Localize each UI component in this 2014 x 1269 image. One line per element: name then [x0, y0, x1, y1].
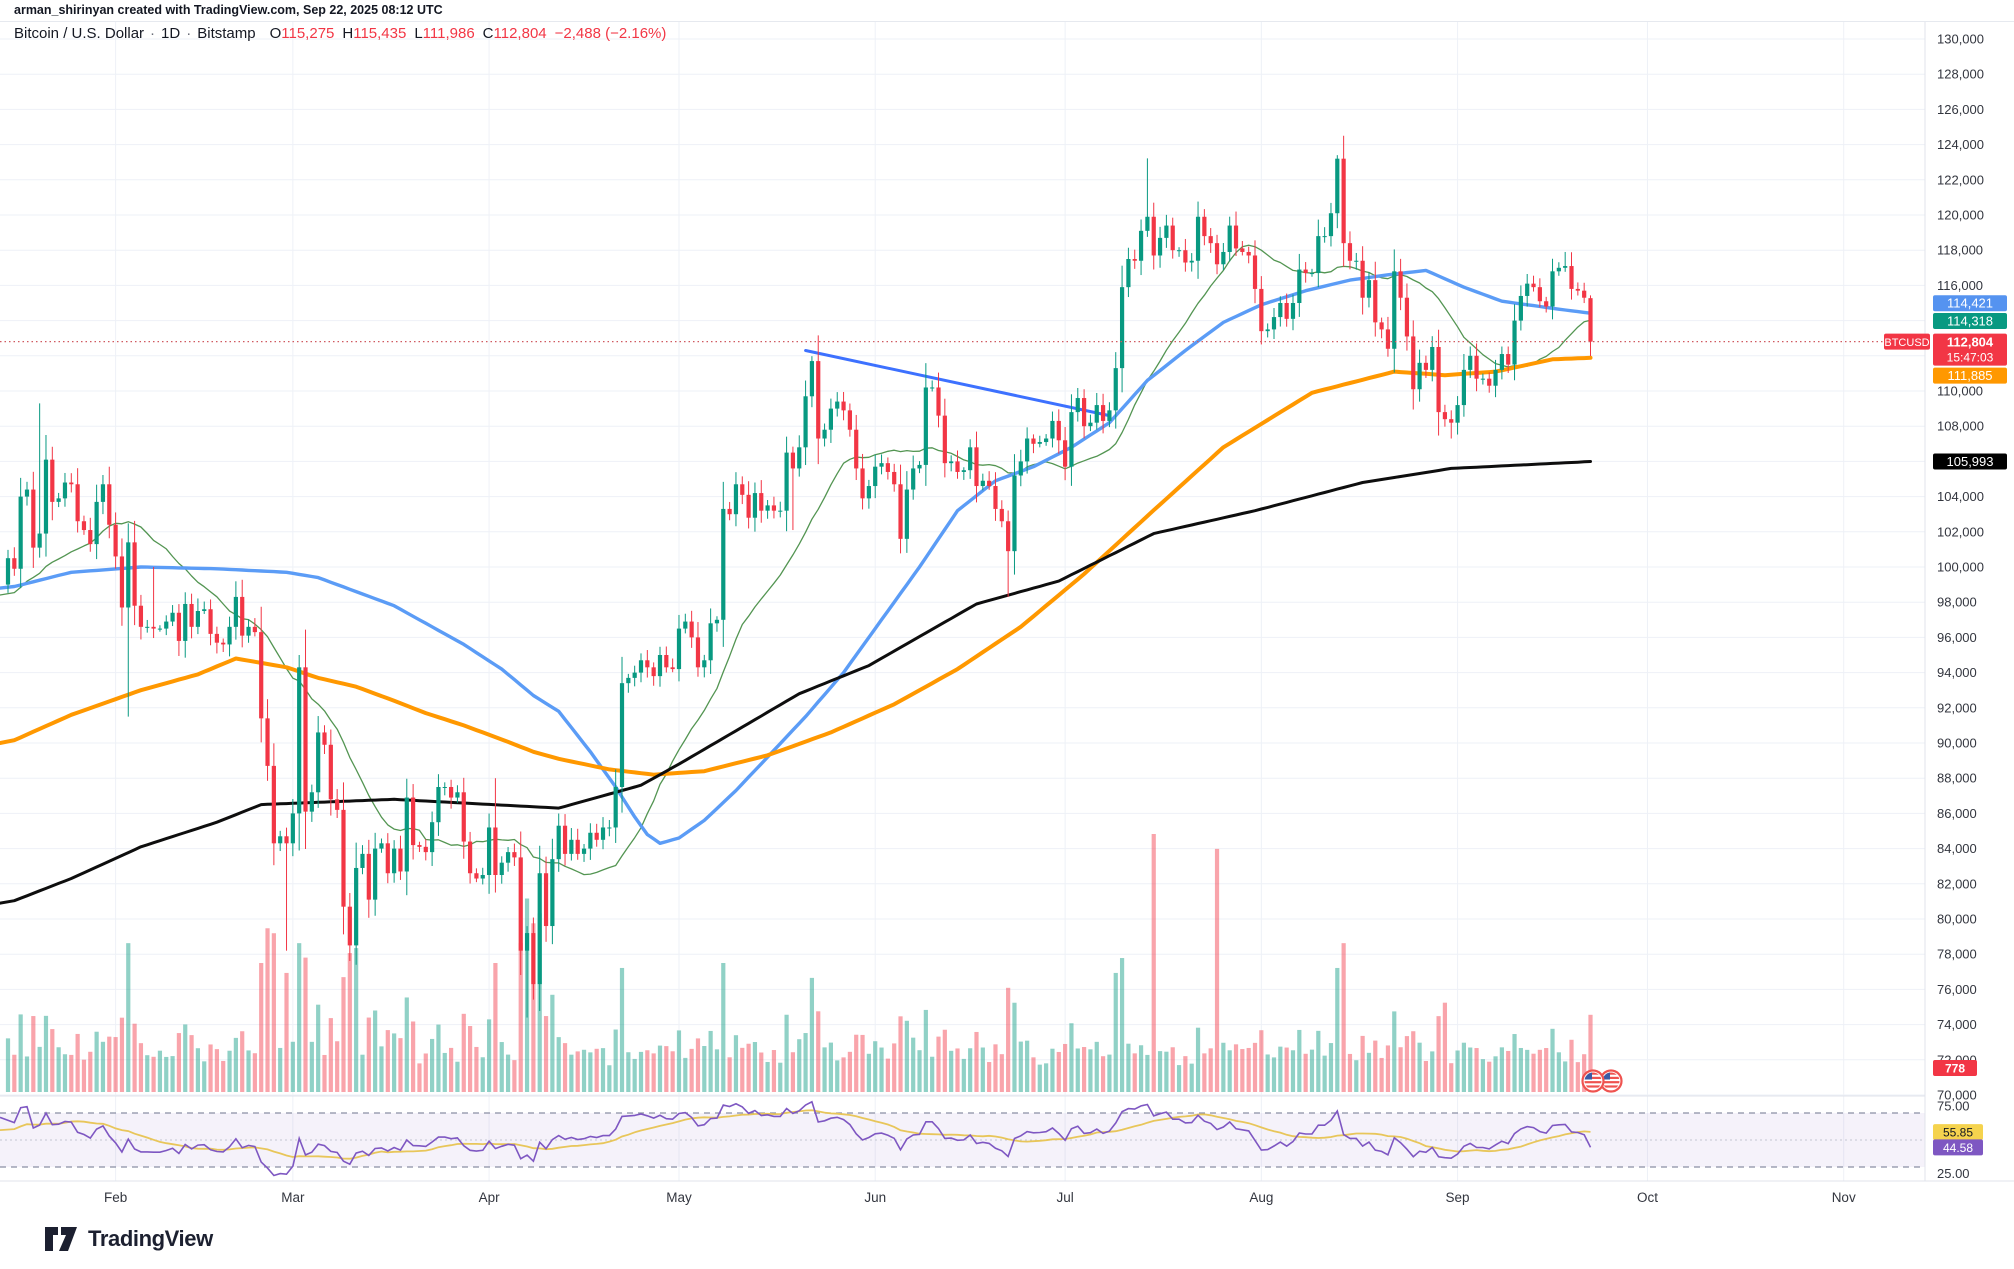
svg-text:Sep: Sep — [1446, 1190, 1470, 1205]
svg-text:88,000: 88,000 — [1937, 771, 1977, 786]
ma-short-price-label: 114,318 — [1933, 313, 2007, 330]
symbol-interval[interactable]: 1D — [161, 25, 181, 42]
low-label: L — [414, 25, 423, 42]
svg-text:130,000: 130,000 — [1937, 32, 1984, 47]
svg-text:Jul: Jul — [1056, 1190, 1073, 1205]
svg-text:100,000: 100,000 — [1937, 560, 1984, 575]
tradingview-logo-icon — [45, 1227, 77, 1251]
tradingview-logo-text: TradingView — [88, 1226, 213, 1251]
svg-text:98,000: 98,000 — [1937, 595, 1977, 610]
svg-text:82,000: 82,000 — [1937, 876, 1977, 891]
svg-text:92,000: 92,000 — [1937, 700, 1977, 715]
rsi-pane[interactable] — [0, 1100, 1925, 1177]
svg-text:112,804: 112,804 — [1947, 335, 1994, 350]
symbol-exchange[interactable]: Bitstamp — [197, 25, 256, 42]
svg-text:128,000: 128,000 — [1937, 67, 1984, 82]
open-label: O — [269, 25, 282, 42]
svg-text:70,000: 70,000 — [1937, 1088, 1977, 1103]
svg-text:84,000: 84,000 — [1937, 841, 1977, 856]
legend-separator-2: · — [186, 25, 192, 42]
ma-mid-price-label: 111,885 — [1933, 367, 2007, 384]
ohlc-values: O115,275 H115,435 L111,986 C112,804 −2,488 (… — [270, 25, 667, 42]
open-value: 115,275 — [281, 25, 335, 42]
svg-text:78,000: 78,000 — [1937, 947, 1977, 962]
grid-lines — [0, 21, 1925, 1181]
svg-text:May: May — [666, 1190, 692, 1205]
volume-bars[interactable] — [5, 834, 1593, 1092]
rsi-ma-value-label: 55.85 — [1933, 1124, 1983, 1141]
svg-text:102,000: 102,000 — [1937, 524, 1984, 539]
svg-text:Apr: Apr — [479, 1190, 501, 1205]
legend-separator: · — [150, 25, 156, 42]
svg-text:76,000: 76,000 — [1937, 982, 1977, 997]
svg-text:Feb: Feb — [104, 1190, 127, 1205]
ma-mid-orange — [0, 355, 1593, 777]
svg-text:126,000: 126,000 — [1937, 102, 1984, 117]
svg-text:778: 778 — [1945, 1062, 1965, 1076]
svg-text:114,421: 114,421 — [1947, 296, 1993, 311]
close-value: 112,804 — [493, 25, 547, 42]
descending-trendline[interactable] — [804, 349, 1111, 418]
svg-text:44.58: 44.58 — [1943, 1141, 1973, 1155]
svg-text:108,000: 108,000 — [1937, 419, 1984, 434]
us-flag-events-icon[interactable] — [1581, 1069, 1623, 1093]
svg-text:Jun: Jun — [864, 1190, 886, 1205]
svg-text:94,000: 94,000 — [1937, 665, 1977, 680]
volume-value-label: 778 — [1933, 1060, 1977, 1076]
ma-long-black — [0, 460, 1592, 905]
ma-short-green — [0, 244, 1592, 876]
ma-fast-blue — [0, 268, 1593, 845]
rsi-value-label: 44.58 — [1933, 1139, 1983, 1156]
svg-text:118,000: 118,000 — [1937, 243, 1983, 258]
attribution-text: arman_shirinyan created with TradingView… — [14, 3, 443, 17]
svg-text:110,000: 110,000 — [1937, 384, 1983, 399]
svg-text:86,000: 86,000 — [1937, 806, 1977, 821]
symbol-name-tag: BTCUSD — [1884, 333, 1930, 350]
symbol-title[interactable]: Bitcoin / U.S. Dollar — [14, 25, 145, 42]
rsi-line — [0, 1100, 1592, 1177]
svg-text:105,993: 105,993 — [1947, 454, 1994, 469]
svg-text:104,000: 104,000 — [1937, 489, 1984, 504]
svg-text:BTCUSD: BTCUSD — [1884, 337, 1929, 349]
low-value: 111,986 — [422, 25, 475, 42]
tradingview-logo[interactable]: TradingView — [44, 1226, 213, 1252]
pane-borders — [0, 21, 2014, 1182]
price-axis[interactable]: 70,00072,00074,00076,00078,00080,00082,0… — [1937, 32, 1984, 1181]
svg-text:114,318: 114,318 — [1947, 314, 1993, 329]
close-label: C — [482, 25, 494, 42]
ma-long-price-label: 105,993 — [1933, 453, 2007, 470]
svg-text:Aug: Aug — [1249, 1190, 1273, 1205]
time-axis[interactable]: Feb Mar Apr May Jun Jul Aug Sep Oct Nov — [104, 1190, 1856, 1205]
svg-text:Oct: Oct — [1637, 1190, 1658, 1205]
svg-text:90,000: 90,000 — [1937, 736, 1977, 751]
attribution-bar: arman_shirinyan created with TradingView… — [0, 0, 2014, 22]
svg-text:111,885: 111,885 — [1947, 368, 1992, 383]
svg-text:122,000: 122,000 — [1937, 172, 1984, 187]
change-value: −2,488 (−2.16%) — [554, 25, 667, 42]
svg-text:15:47:03: 15:47:03 — [1947, 351, 1994, 365]
high-value: 115,435 — [353, 25, 407, 42]
svg-text:124,000: 124,000 — [1937, 137, 1984, 152]
svg-text:25.00: 25.00 — [1937, 1166, 1970, 1181]
svg-text:Mar: Mar — [281, 1190, 305, 1205]
candlestick-series[interactable] — [5, 135, 1593, 1018]
symbol-legend[interactable]: Bitcoin / U.S. Dollar · 1D · Bitstamp O115,27… — [14, 25, 666, 45]
svg-text:80,000: 80,000 — [1937, 912, 1977, 927]
svg-text:75.00: 75.00 — [1937, 1098, 1970, 1113]
moving-average-lines — [0, 244, 1593, 905]
svg-text:55.85: 55.85 — [1943, 1126, 1973, 1140]
ma-fast-price-label: 114,421 — [1933, 295, 2007, 312]
svg-text:96,000: 96,000 — [1937, 630, 1977, 645]
high-label: H — [342, 25, 354, 42]
svg-text:74,000: 74,000 — [1937, 1017, 1977, 1032]
svg-text:120,000: 120,000 — [1937, 208, 1984, 223]
svg-text:Nov: Nov — [1832, 1190, 1856, 1205]
svg-text:116,000: 116,000 — [1937, 278, 1983, 293]
